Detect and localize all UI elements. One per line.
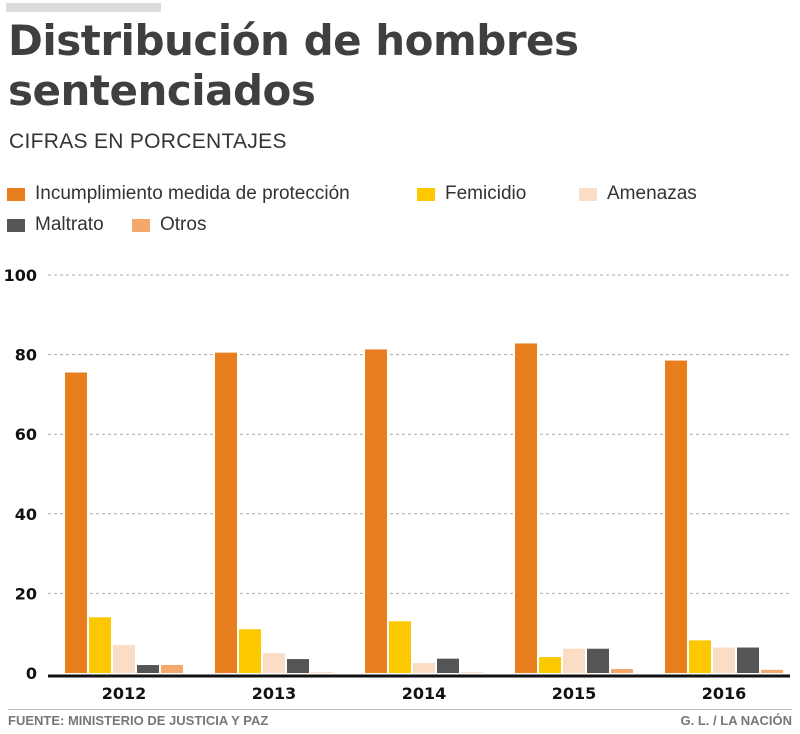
x-tick-label: 2016 <box>702 684 747 703</box>
bar-maltrato-2012 <box>137 665 159 673</box>
chart-subtitle: CIFRAS EN PORCENTAJES <box>9 130 287 153</box>
y-tick-label: 60 <box>15 425 37 444</box>
legend-label-otros: Otros <box>160 214 207 235</box>
bar-amenazas-2016 <box>713 647 735 673</box>
bar-incumplimiento-2015 <box>515 343 537 673</box>
legend-label-amenazas: Amenazas <box>607 183 697 204</box>
bar-femicidio-2014 <box>389 621 411 673</box>
legend-swatch-incumplimiento <box>7 187 25 201</box>
x-tick-label: 2014 <box>402 684 447 703</box>
y-tick-label: 0 <box>26 664 37 683</box>
x-tick-label: 2013 <box>252 684 297 703</box>
legend-item-amenazas: Amenazas <box>579 183 697 205</box>
legend-swatch-femicidio <box>417 187 435 201</box>
bar-maltrato-2013 <box>287 659 309 673</box>
bar-femicidio-2015 <box>539 657 561 673</box>
y-tick-label: 80 <box>15 346 37 365</box>
y-tick-label: 40 <box>15 505 37 524</box>
bar-amenazas-2014 <box>413 663 435 673</box>
y-tick-label: 20 <box>15 584 37 603</box>
bar-otros-2016 <box>761 669 783 673</box>
bar-amenazas-2015 <box>563 648 585 673</box>
bar-incumplimiento-2016 <box>665 360 687 673</box>
bar-incumplimiento-2012 <box>65 372 87 673</box>
chart-title-line2: sentenciados <box>8 66 316 115</box>
source-note: FUENTE: MINISTERIO DE JUSTICIA Y PAZ <box>8 713 269 728</box>
bar-incumplimiento-2014 <box>365 349 387 673</box>
bar-amenazas-2012 <box>113 645 135 673</box>
legend-item-incumplimiento: Incumplimiento medida de protección <box>7 183 350 205</box>
legend-label-incumplimiento: Incumplimiento medida de protección <box>35 183 350 204</box>
bar-maltrato-2016 <box>737 647 759 673</box>
bar-femicidio-2013 <box>239 629 261 673</box>
legend-swatch-otros <box>132 218 150 232</box>
chart-title: Distribución de hombres sentenciados <box>8 16 579 116</box>
bar-otros-2012 <box>161 665 183 673</box>
bar-incumplimiento-2013 <box>215 352 237 673</box>
legend-label-femicidio: Femicidio <box>445 183 527 204</box>
bar-amenazas-2013 <box>263 653 285 673</box>
x-tick-label: 2012 <box>102 684 147 703</box>
x-tick-label: 2015 <box>552 684 597 703</box>
legend-item-maltrato: Maltrato <box>7 214 104 236</box>
legend-item-femicidio: Femicidio <box>417 183 526 205</box>
legend-label-maltrato: Maltrato <box>35 214 104 235</box>
header-accent-bar <box>6 3 161 12</box>
bar-maltrato-2014 <box>437 658 459 673</box>
legend-swatch-amenazas <box>579 187 597 201</box>
chart-title-line1: Distribución de hombres <box>8 16 579 65</box>
bar-femicidio-2012 <box>89 617 111 673</box>
footer-divider <box>8 709 792 710</box>
credit-note: G. L. / LA NACIÓN <box>680 713 792 728</box>
bar-maltrato-2015 <box>587 648 609 673</box>
bar-femicidio-2016 <box>689 640 711 673</box>
legend-item-otros: Otros <box>132 214 206 236</box>
y-tick-label: 100 <box>4 266 37 285</box>
bar-chart: 0 20 40 60 80 100 2012 2013 2014 2015 2016 <box>4 266 792 703</box>
bar-otros-2015 <box>611 669 633 673</box>
legend-swatch-maltrato <box>7 218 25 232</box>
